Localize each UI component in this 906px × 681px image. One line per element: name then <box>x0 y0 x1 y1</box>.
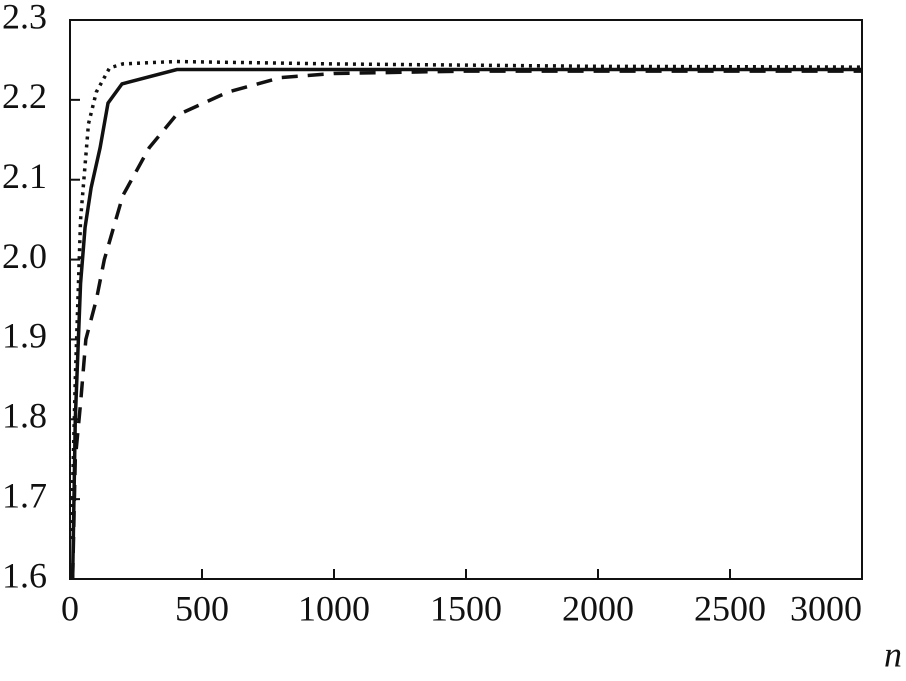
y-tick-label: 2.0 <box>2 236 47 276</box>
line-series <box>70 69 862 580</box>
x-tick-label: 1500 <box>430 588 502 628</box>
y-tick-label: 2.1 <box>2 156 47 196</box>
x-tick-label: 1000 <box>298 588 370 628</box>
y-tick-label: 2.2 <box>2 76 47 116</box>
y-tick-label: 1.6 <box>2 555 47 595</box>
y-tick-label: 1.8 <box>2 396 47 436</box>
x-tick-label: 2500 <box>694 588 766 628</box>
plot-frame <box>69 19 863 580</box>
x-tick-label: 2000 <box>562 588 634 628</box>
x-axis-label: n <box>884 634 902 674</box>
y-tick-label: 1.9 <box>2 316 47 356</box>
y-tick-label: 1.7 <box>2 475 47 515</box>
x-tick-label: 0 <box>61 588 79 628</box>
line-series <box>69 59 863 540</box>
x-tick-label: 500 <box>175 588 229 628</box>
y-tick-label: 2.3 <box>2 0 47 36</box>
line-series <box>70 67 862 580</box>
x-tick-label: 3000 <box>790 588 862 628</box>
